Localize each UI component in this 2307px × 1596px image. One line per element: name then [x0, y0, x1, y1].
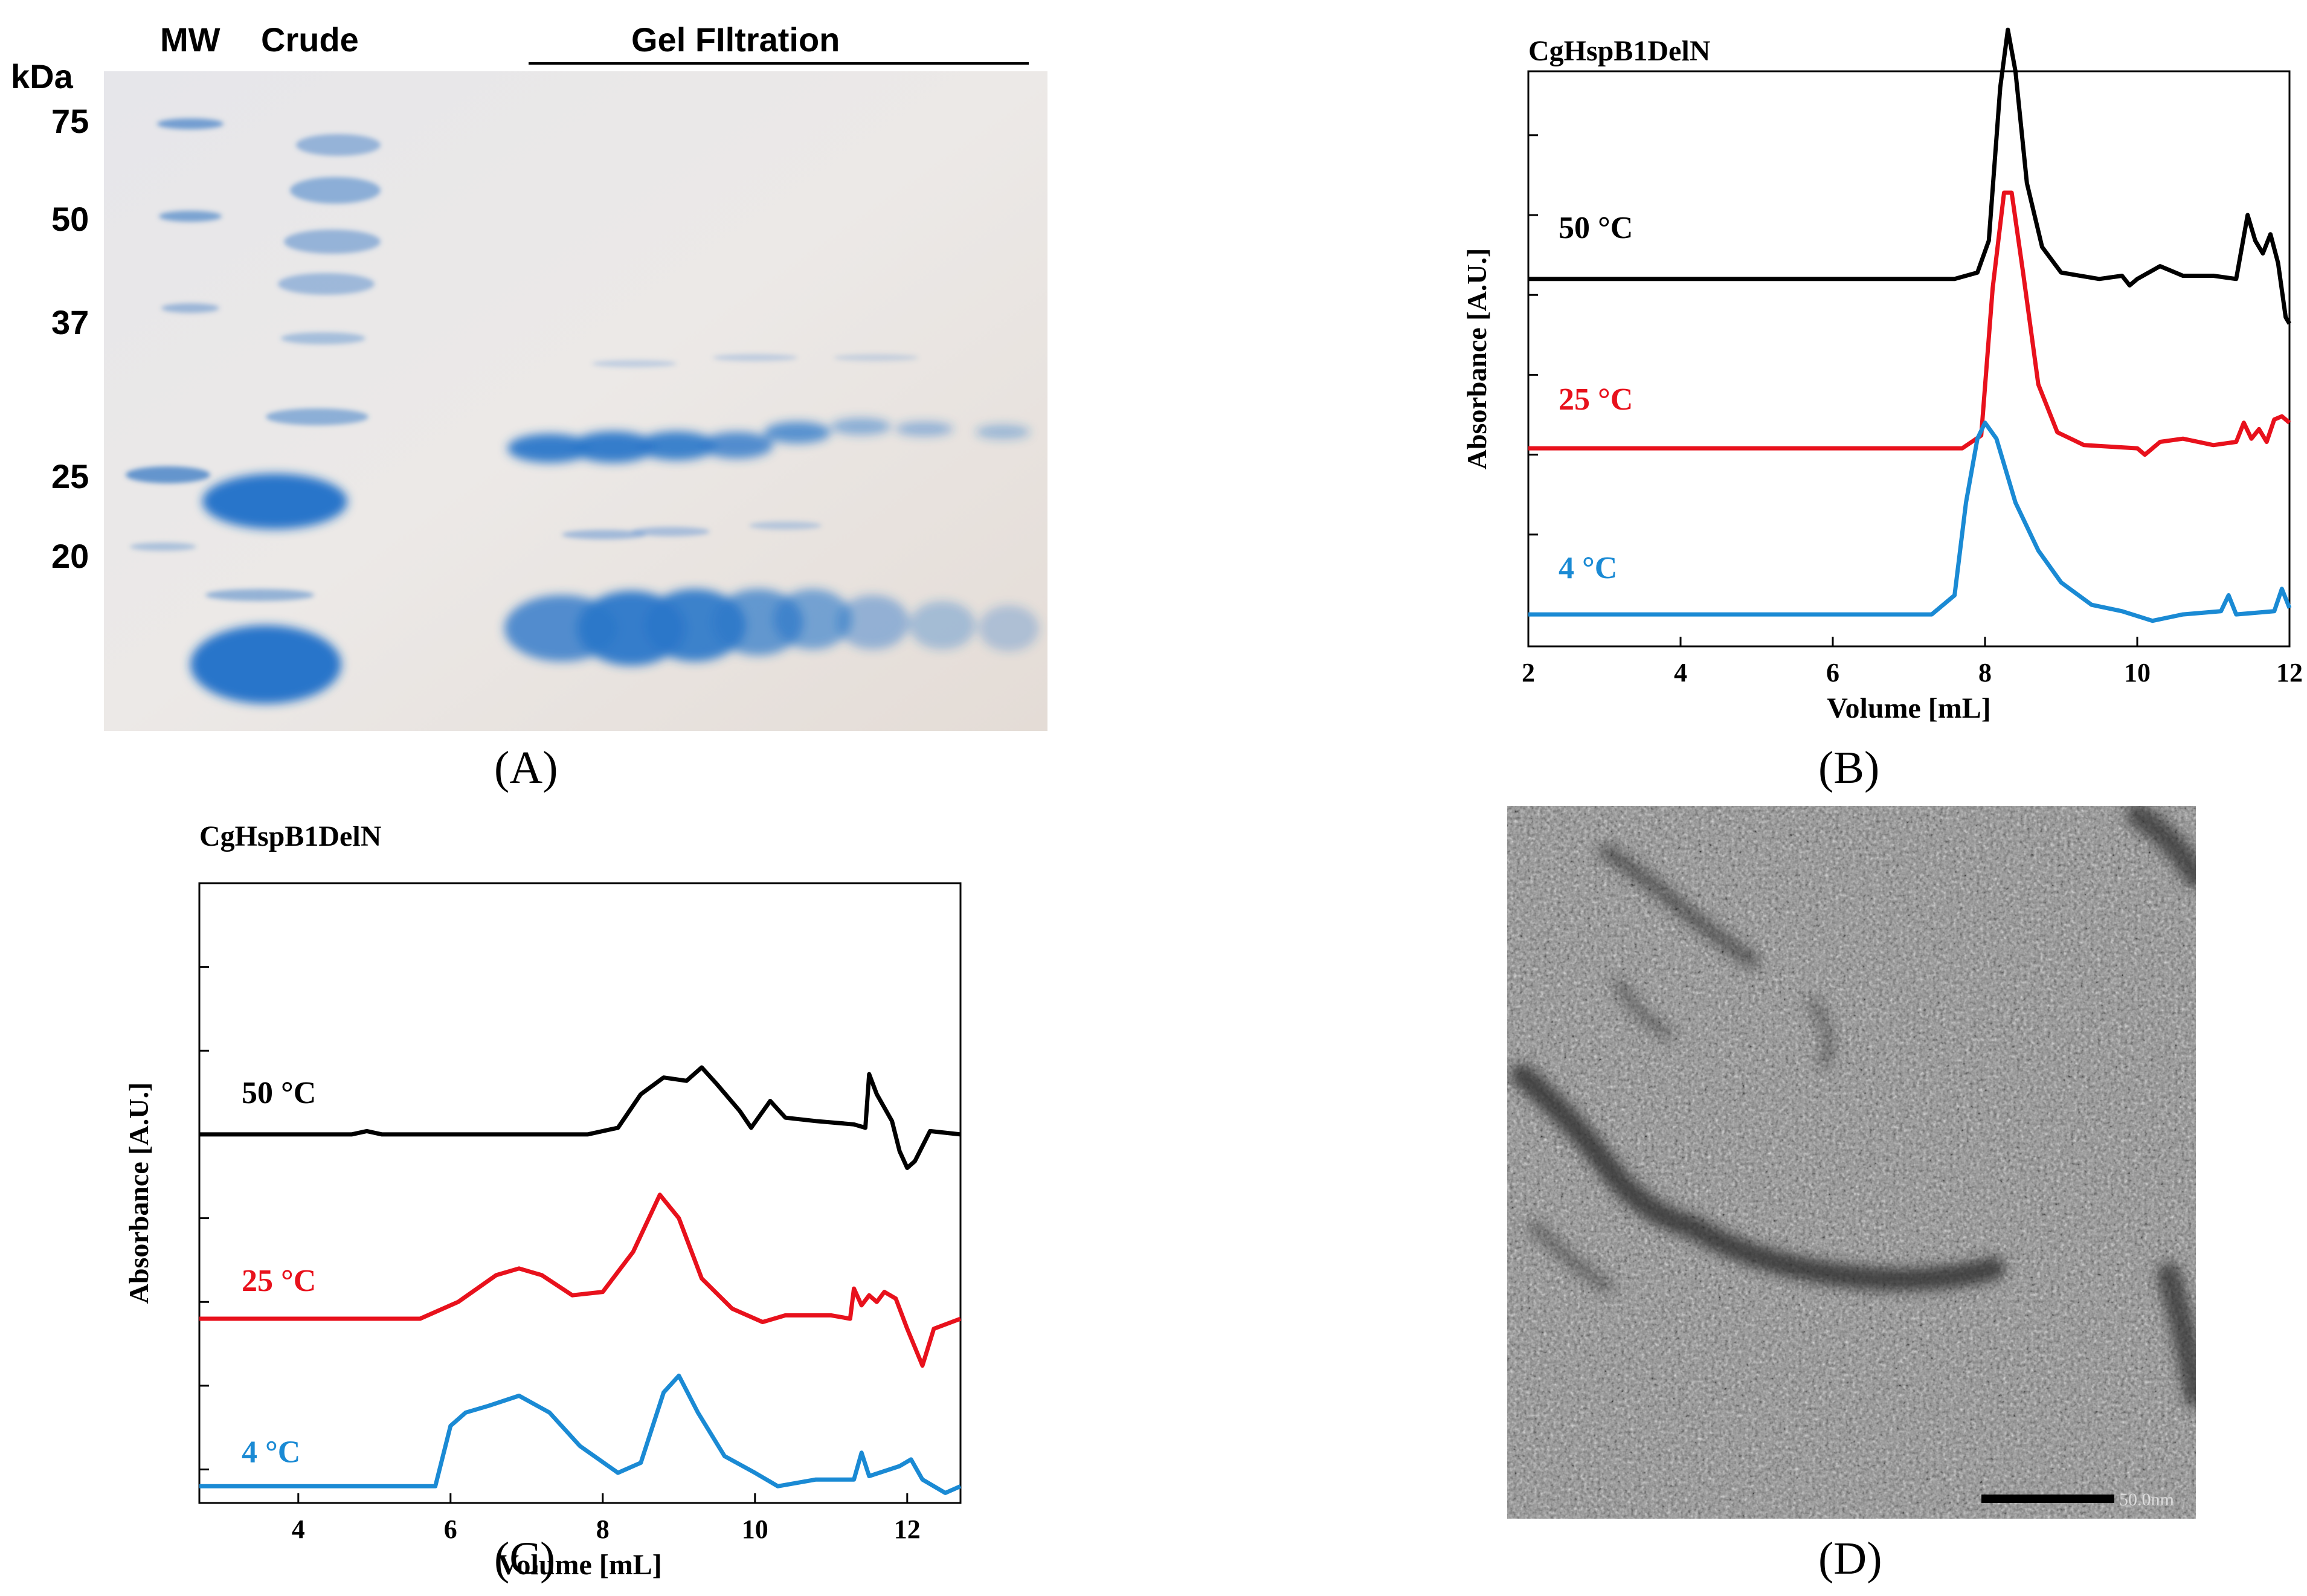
panel-d: 50.0nm (D)	[1148, 803, 2307, 1593]
panel-c: CgHspB1DelN 4 6 8 10 12 Volume [mL] Absorbance …	[0, 803, 1087, 1593]
x-tick-label: 10	[742, 1514, 768, 1544]
x-tick-label: 6	[444, 1514, 457, 1544]
series-line-50c	[199, 1065, 961, 1170]
scale-bar	[1981, 1495, 2114, 1503]
kda-unit-label: kDa	[11, 57, 74, 95]
x-tick-label: 8	[596, 1514, 610, 1544]
lane-label-crude: Crude	[261, 21, 359, 59]
series-line-4c	[199, 1373, 962, 1495]
x-tick-label: 4	[1674, 658, 1687, 687]
x-tick-label: 6	[1826, 658, 1839, 687]
x-tick-label: 8	[1978, 658, 1992, 687]
chart-title: CgHspB1DelN	[1528, 35, 1711, 67]
tem-micrograph: 50.0nm	[1507, 806, 2196, 1519]
x-tick-label: 12	[894, 1514, 921, 1544]
panel-label-c: (C)	[494, 1533, 556, 1584]
series-line-25c	[1528, 190, 2291, 457]
plot-frame	[198, 882, 962, 1504]
chart-c: CgHspB1DelN 4 6 8 10 12 Volume [mL] Absorbance …	[123, 820, 962, 1581]
mw-lane	[126, 118, 224, 551]
series-label: 50 °C	[242, 1076, 316, 1110]
y-axis-label: Absorbance [A.U.]	[1461, 248, 1492, 470]
x-tick-label: 4	[292, 1514, 305, 1544]
x-tick-label: 12	[2276, 658, 2303, 687]
gel-figure: MW Crude Gel FIltration kDa 75 50 37 25 …	[11, 21, 1047, 731]
panel-label-b: (B)	[1818, 742, 1880, 793]
x-tick-label: 10	[2124, 658, 2151, 687]
gel-filtration-lanes	[504, 418, 1039, 666]
crude-lane	[266, 134, 381, 425]
series-label: 25 °C	[1559, 382, 1633, 417]
x-axis-label: Volume [mL]	[498, 1549, 662, 1581]
series-label: 4 °C	[1559, 551, 1617, 585]
series-line-50c	[1528, 27, 2292, 325]
mw-marker-75: 75	[51, 102, 89, 140]
series-line-25c	[199, 1192, 962, 1368]
gel-filtration-label: Gel FIltration	[631, 21, 840, 59]
scale-bar-label: 50.0nm	[2119, 1490, 2174, 1510]
series-label: 4 °C	[242, 1435, 300, 1469]
series-label: 50 °C	[1559, 211, 1633, 245]
panel-b: CgHspB1DelN 2 4 6 8 10 12 Volume [mL] Absorbance…	[1148, 0, 2307, 803]
chart-title: CgHspB1DelN	[199, 820, 382, 852]
crude-band-25	[202, 474, 347, 529]
panel-a: MW Crude Gel FIltration kDa 75 50 37 25 …	[0, 0, 1087, 803]
panel-label-a: (A)	[494, 742, 558, 793]
mw-marker-37: 37	[51, 303, 89, 341]
panel-label-d: (D)	[1818, 1533, 1882, 1584]
mw-marker-25: 25	[51, 457, 89, 495]
tem-fibrils	[1511, 806, 2196, 1408]
x-axis-label: Volume [mL]	[1827, 692, 1991, 724]
y-axis-label: Absorbance [A.U.]	[123, 1083, 154, 1304]
series-label: 25 °C	[242, 1264, 316, 1298]
crude-band-low	[190, 625, 341, 704]
chart-b: CgHspB1DelN 2 4 6 8 10 12 Volume [mL] Absorbance…	[1461, 27, 2303, 724]
lane-label-mw: MW	[160, 21, 220, 59]
x-tick-label: 2	[1522, 658, 1535, 687]
series-line-4c	[1528, 420, 2292, 623]
mw-marker-20: 20	[51, 537, 89, 575]
mw-marker-50: 50	[51, 200, 89, 238]
plot-frame	[1527, 70, 2291, 648]
